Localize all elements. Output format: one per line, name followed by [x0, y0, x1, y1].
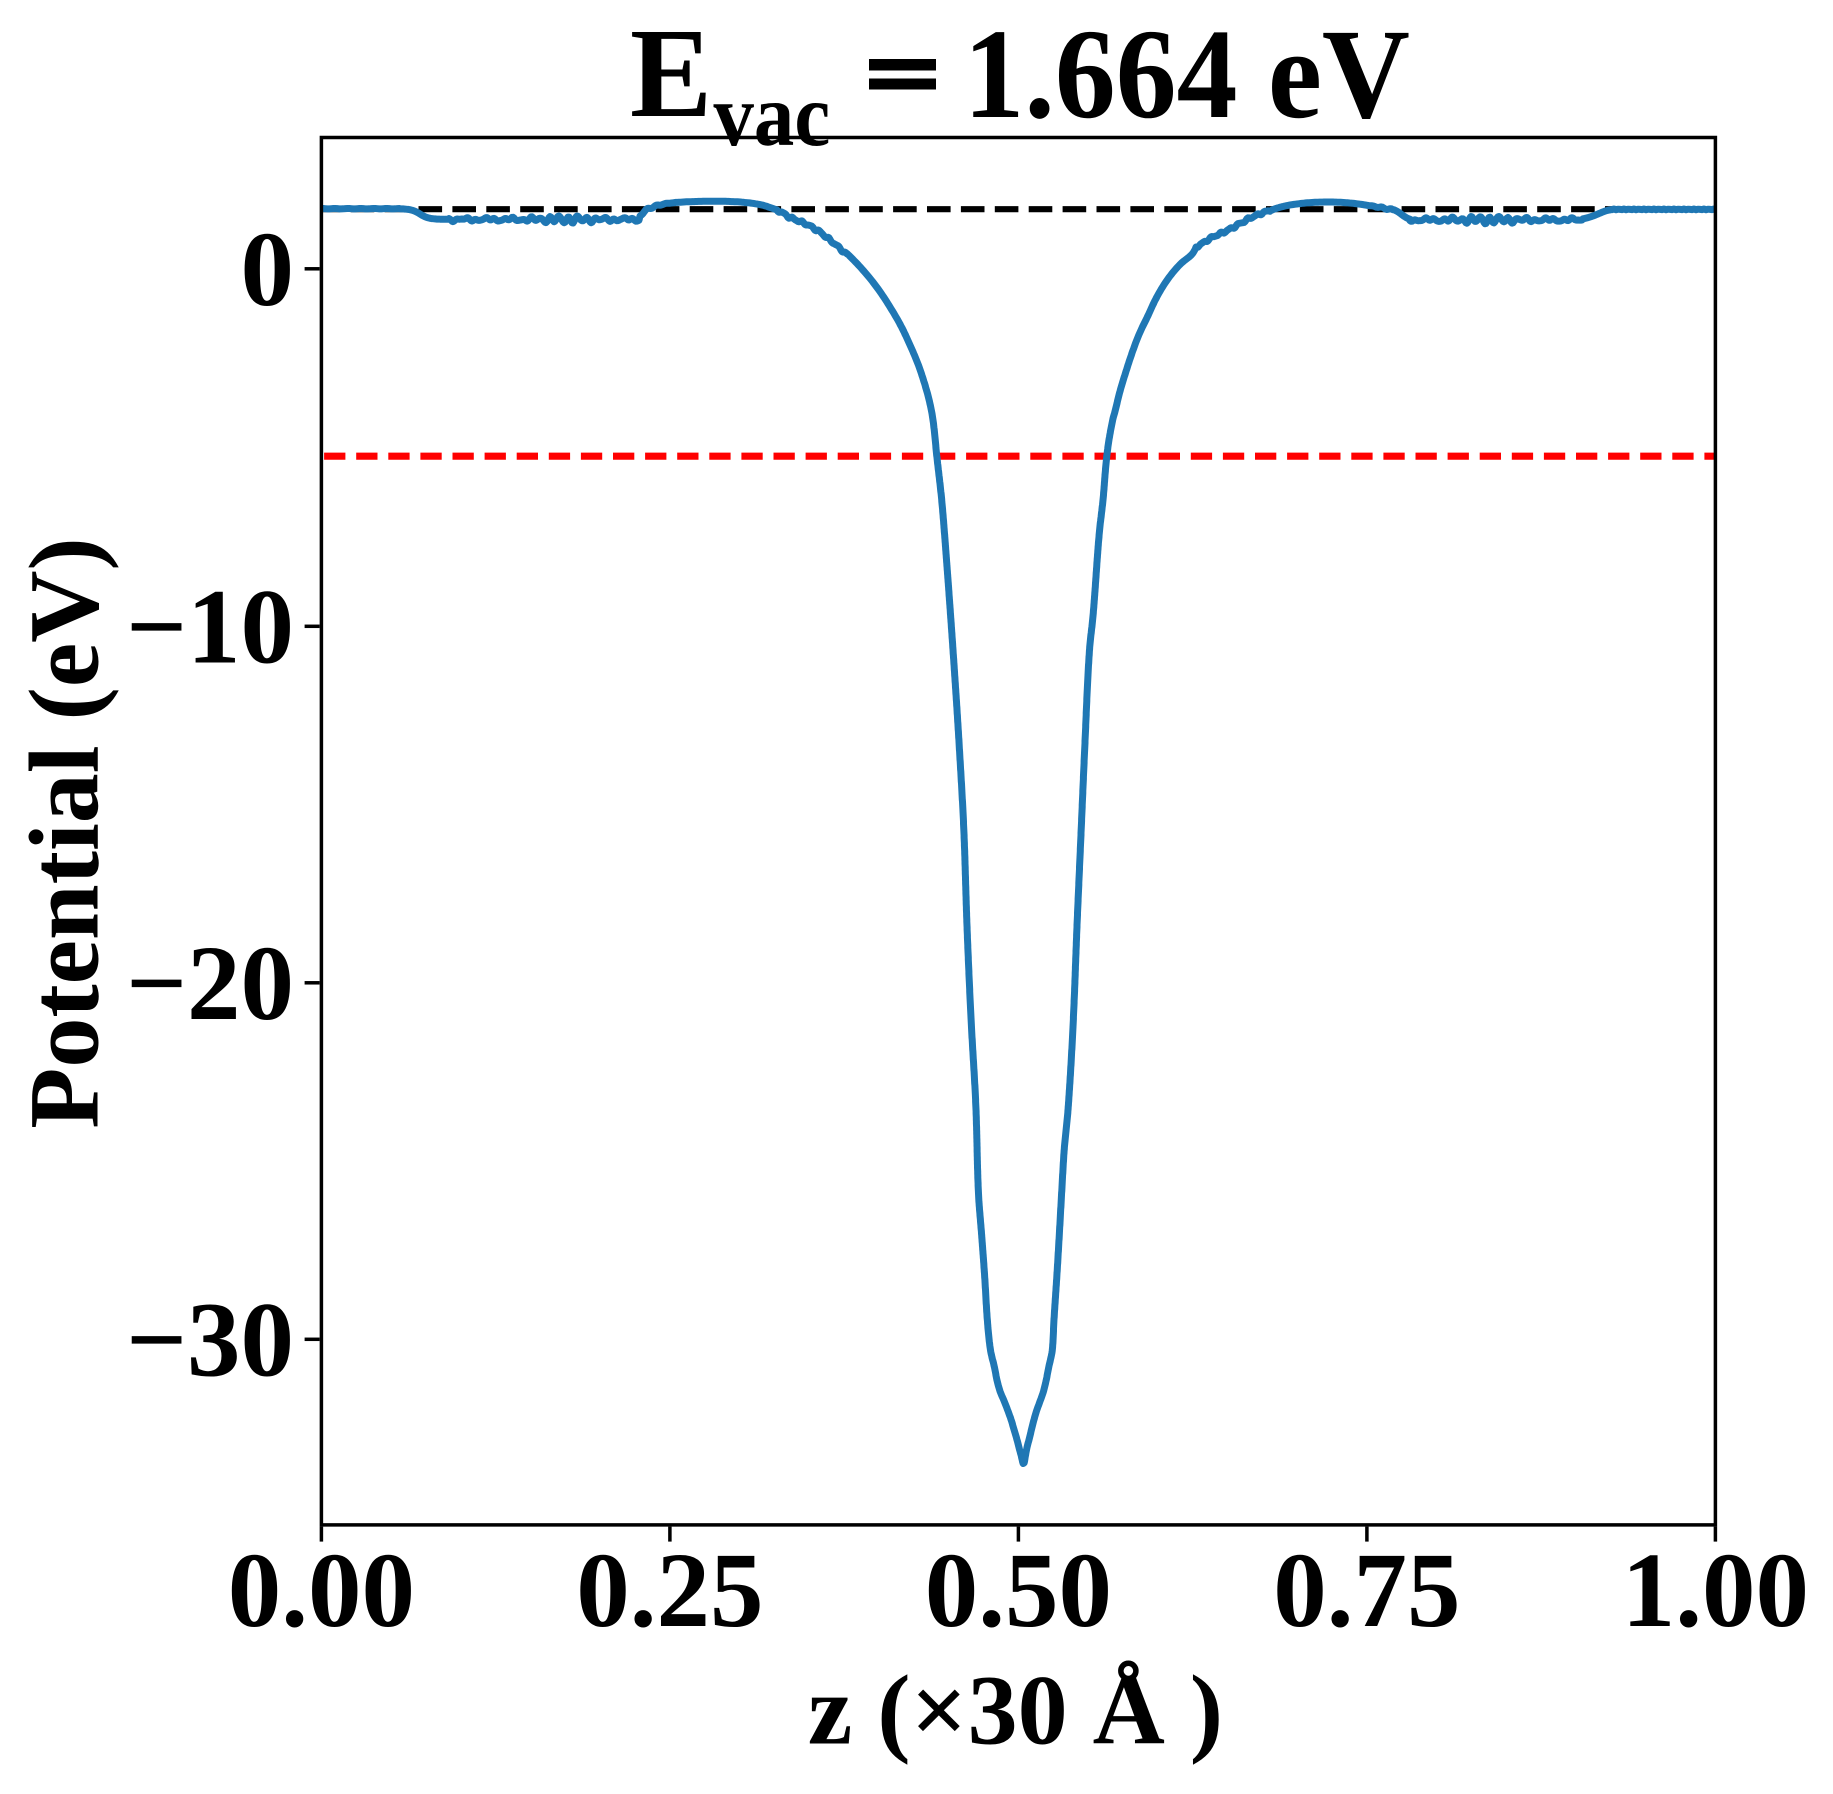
svg-text:−10: −10	[126, 569, 294, 687]
svg-text:0.00: 0.00	[228, 1532, 415, 1650]
svg-text:1.00: 1.00	[1622, 1532, 1809, 1650]
svg-text:0.50: 0.50	[925, 1532, 1112, 1650]
svg-text:Potential (eV): Potential (eV)	[9, 537, 120, 1128]
svg-text:0.75: 0.75	[1273, 1532, 1460, 1650]
svg-text:0: 0	[241, 211, 295, 329]
svg-text:−30: −30	[126, 1282, 294, 1400]
svg-text:1.664 eV: 1.664 eV	[964, 3, 1410, 146]
svg-text:−20: −20	[126, 925, 294, 1043]
svg-text:E: E	[630, 3, 712, 145]
svg-text:0.25: 0.25	[576, 1532, 763, 1650]
svg-text:vac: vac	[714, 67, 831, 165]
svg-text:z (×30 Å ): z (×30 Å )	[808, 1655, 1223, 1766]
